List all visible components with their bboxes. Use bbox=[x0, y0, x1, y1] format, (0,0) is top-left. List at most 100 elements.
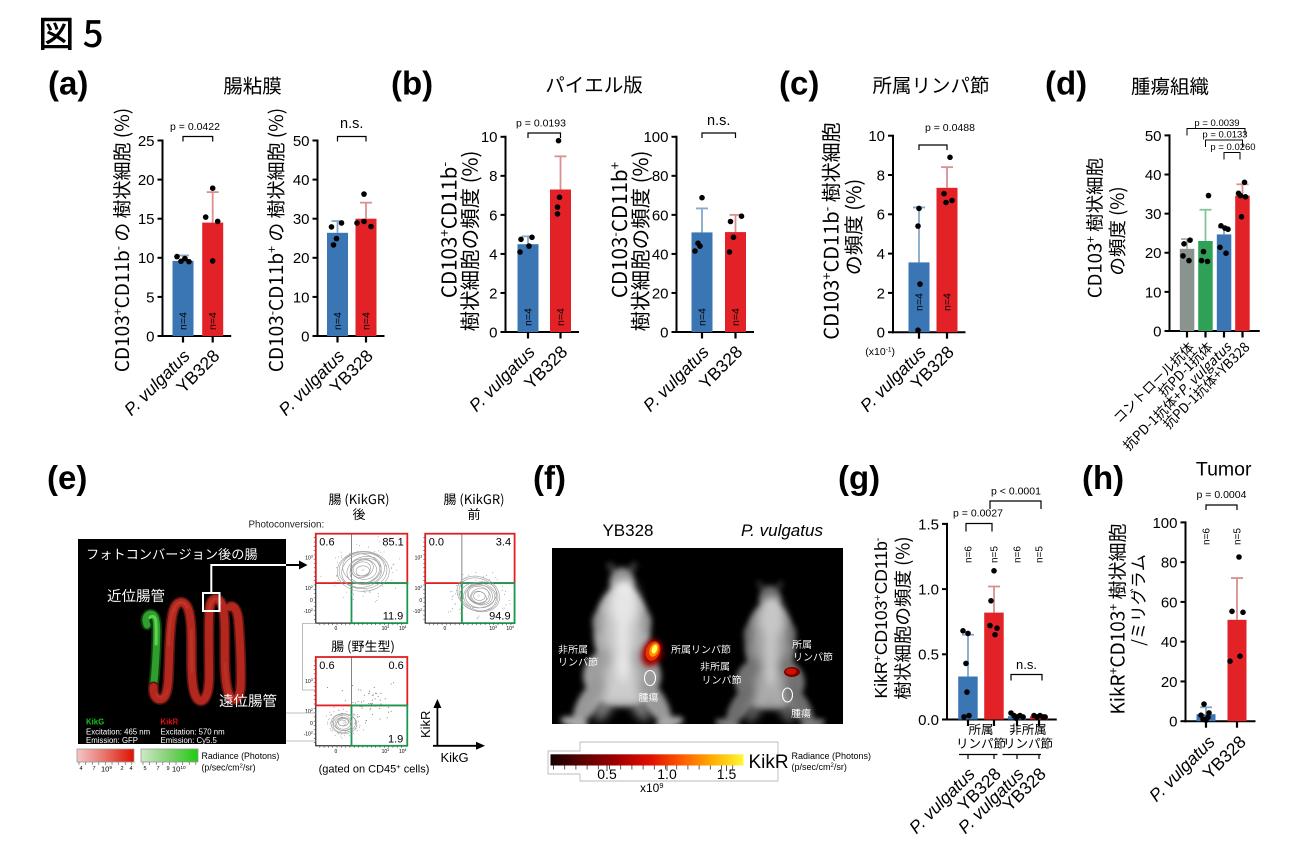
svg-text:n=4: n=4 bbox=[555, 308, 567, 326]
svg-text:4: 4 bbox=[79, 766, 82, 772]
svg-text:30: 30 bbox=[293, 211, 310, 228]
svg-text:7: 7 bbox=[92, 766, 95, 772]
svg-text:10: 10 bbox=[481, 129, 498, 146]
svg-text:0.0: 0.0 bbox=[918, 712, 939, 729]
svg-text:p < 0.0001: p < 0.0001 bbox=[991, 486, 1041, 498]
svg-text:(g): (g) bbox=[838, 459, 880, 496]
svg-text:1.5: 1.5 bbox=[717, 766, 737, 782]
svg-text:104: 104 bbox=[506, 625, 514, 632]
svg-text:2: 2 bbox=[120, 766, 123, 772]
svg-text:Radiance (Photons): Radiance (Photons) bbox=[202, 751, 280, 761]
svg-text:20: 20 bbox=[652, 285, 669, 302]
svg-text:20: 20 bbox=[293, 250, 310, 267]
svg-text:0.0: 0.0 bbox=[429, 537, 444, 549]
svg-text:1010​: 1010​ bbox=[172, 765, 186, 774]
svg-text:n.s.: n.s. bbox=[1016, 657, 1037, 672]
svg-text:n=4: n=4 bbox=[332, 312, 344, 330]
svg-text:20: 20 bbox=[1145, 245, 1162, 262]
svg-text:Tumor: Tumor bbox=[1196, 459, 1252, 481]
svg-text:85.1: 85.1 bbox=[382, 537, 403, 549]
svg-text:-102: -102 bbox=[304, 731, 313, 738]
svg-text:5: 5 bbox=[143, 766, 146, 772]
svg-text:Photoconversion:: Photoconversion: bbox=[249, 520, 325, 531]
svg-text:103: 103 bbox=[489, 625, 497, 632]
svg-text:YB328: YB328 bbox=[602, 521, 653, 540]
svg-text:p = 0.0260: p = 0.0260 bbox=[1210, 142, 1255, 153]
svg-text:0.5: 0.5 bbox=[918, 647, 939, 664]
svg-text:103: 103 bbox=[305, 555, 313, 562]
svg-text:n=4: n=4 bbox=[730, 308, 742, 326]
svg-text:109​: 109​ bbox=[101, 765, 112, 774]
svg-text:0: 0 bbox=[877, 325, 885, 342]
svg-text:0.5: 0.5 bbox=[597, 766, 617, 782]
svg-text:25: 25 bbox=[138, 133, 155, 150]
svg-text:x109​: x109​ bbox=[640, 781, 663, 795]
svg-text:KikR: KikR bbox=[749, 752, 789, 773]
svg-text:10: 10 bbox=[138, 250, 155, 267]
svg-text:(h): (h) bbox=[1082, 459, 1124, 496]
svg-text:40: 40 bbox=[652, 246, 669, 263]
svg-text:p = 0.0422: p = 0.0422 bbox=[170, 121, 220, 133]
svg-text:40: 40 bbox=[293, 172, 310, 189]
svg-text:0: 0 bbox=[419, 598, 422, 604]
svg-text:94.9: 94.9 bbox=[489, 611, 510, 623]
svg-text:p = 0.0133: p = 0.0133 bbox=[1202, 130, 1247, 141]
svg-text:n=6: n=6 bbox=[1013, 546, 1024, 563]
svg-text:2: 2 bbox=[877, 285, 885, 302]
svg-text:10: 10 bbox=[1145, 284, 1162, 301]
svg-text:n=6: n=6 bbox=[964, 546, 975, 563]
svg-text:10: 10 bbox=[293, 289, 310, 306]
svg-text:8: 8 bbox=[877, 167, 885, 184]
svg-text:(e): (e) bbox=[47, 459, 87, 496]
svg-text:Excitation: 570 nm: Excitation: 570 nm bbox=[161, 728, 225, 737]
svg-text:(a): (a) bbox=[48, 65, 88, 102]
svg-text:n=4: n=4 bbox=[178, 312, 190, 330]
svg-text:0.6: 0.6 bbox=[319, 537, 334, 549]
svg-text:50: 50 bbox=[1145, 128, 1162, 145]
svg-text:0: 0 bbox=[1153, 323, 1161, 340]
svg-text:n=4: n=4 bbox=[361, 312, 373, 330]
svg-text:p = 0.0027: p = 0.0027 bbox=[953, 508, 1003, 520]
svg-text:Excitation: 465 nm: Excitation: 465 nm bbox=[86, 728, 150, 737]
svg-text:n=4: n=4 bbox=[942, 293, 954, 311]
svg-text:(gated on CD45+ cells): (gated on CD45+ cells) bbox=[319, 762, 430, 776]
svg-text:Radiance (Photons): Radiance (Photons) bbox=[792, 751, 872, 761]
svg-text:n=5: n=5 bbox=[990, 546, 1001, 563]
svg-text:0: 0 bbox=[335, 626, 338, 632]
svg-text:4: 4 bbox=[489, 246, 497, 263]
svg-text:1.5: 1.5 bbox=[918, 516, 939, 533]
svg-text:-102: -102 bbox=[413, 608, 422, 615]
svg-text:102: 102 bbox=[305, 585, 313, 592]
svg-text:Emission: Cy5.5: Emission: Cy5.5 bbox=[161, 736, 218, 745]
svg-text:3.4: 3.4 bbox=[496, 537, 511, 549]
svg-text:104: 104 bbox=[399, 625, 407, 632]
svg-text:n=5: n=5 bbox=[1035, 546, 1046, 563]
svg-text:103: 103 bbox=[305, 678, 313, 685]
svg-text:p = 0.0039: p = 0.0039 bbox=[1194, 118, 1239, 129]
svg-text:0: 0 bbox=[310, 721, 313, 727]
svg-text:1.0: 1.0 bbox=[918, 582, 939, 599]
svg-text:15: 15 bbox=[138, 211, 155, 228]
svg-text:(x10-1​): (x10-1​) bbox=[865, 346, 895, 358]
svg-text:11.9: 11.9 bbox=[383, 611, 404, 623]
svg-text:40: 40 bbox=[1145, 167, 1162, 184]
svg-text:n=4: n=4 bbox=[697, 308, 709, 326]
svg-text:100: 100 bbox=[643, 129, 668, 146]
svg-text:0: 0 bbox=[660, 324, 668, 341]
svg-text:102: 102 bbox=[305, 708, 313, 715]
svg-text:n=4: n=4 bbox=[523, 308, 535, 326]
svg-text:8: 8 bbox=[489, 168, 497, 185]
svg-text:KikG: KikG bbox=[441, 750, 469, 765]
svg-text:p = 0.0488: p = 0.0488 bbox=[925, 122, 975, 134]
svg-text:80: 80 bbox=[652, 168, 669, 185]
svg-text:-102: -102 bbox=[304, 608, 313, 615]
svg-text:102: 102 bbox=[415, 585, 423, 592]
svg-text:n=4: n=4 bbox=[914, 293, 926, 311]
svg-text:50: 50 bbox=[293, 133, 310, 150]
svg-text:0: 0 bbox=[146, 328, 154, 345]
svg-text:7: 7 bbox=[156, 766, 159, 772]
svg-text:0.6: 0.6 bbox=[319, 660, 334, 672]
svg-text:0: 0 bbox=[310, 598, 313, 604]
svg-text:2: 2 bbox=[489, 285, 497, 302]
svg-text:p = 0.0193: p = 0.0193 bbox=[516, 118, 566, 130]
